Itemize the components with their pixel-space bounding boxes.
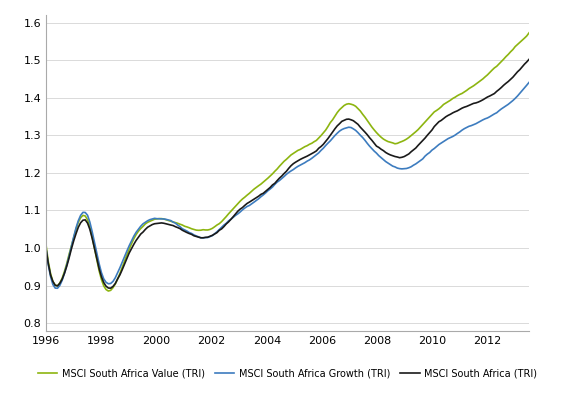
MSCI South Africa Value (TRI)	[477, 78, 484, 83]
MSCI South Africa Growth (TRI)	[477, 118, 484, 123]
MSCI South Africa (TRI)	[47, 273, 54, 278]
MSCI South Africa Growth (TRI)	[449, 134, 456, 139]
Legend: MSCI South Africa Value (TRI), MSCI South Africa Growth (TRI), MSCI South Africa: MSCI South Africa Value (TRI), MSCI Sout…	[34, 365, 541, 383]
MSCI South Africa Growth (TRI)	[43, 245, 49, 250]
MSCI South Africa Value (TRI)	[105, 289, 112, 294]
MSCI South Africa (TRI)	[526, 57, 532, 62]
MSCI South Africa Value (TRI)	[449, 96, 456, 101]
MSCI South Africa (TRI)	[274, 178, 281, 183]
MSCI South Africa Value (TRI)	[285, 155, 292, 160]
MSCI South Africa (TRI)	[449, 110, 456, 116]
MSCI South Africa Growth (TRI)	[526, 80, 532, 85]
MSCI South Africa Value (TRI)	[147, 219, 154, 224]
MSCI South Africa Growth (TRI)	[147, 217, 154, 222]
MSCI South Africa Value (TRI)	[47, 271, 54, 276]
MSCI South Africa Growth (TRI)	[285, 170, 292, 175]
MSCI South Africa Growth (TRI)	[47, 274, 54, 279]
MSCI South Africa Value (TRI)	[274, 166, 281, 171]
MSCI South Africa Growth (TRI)	[274, 180, 281, 185]
MSCI South Africa Value (TRI)	[526, 30, 532, 35]
Line: MSCI South Africa (TRI): MSCI South Africa (TRI)	[46, 59, 529, 288]
MSCI South Africa Value (TRI)	[43, 241, 49, 247]
Line: MSCI South Africa Growth (TRI): MSCI South Africa Growth (TRI)	[46, 82, 529, 288]
Line: MSCI South Africa Value (TRI): MSCI South Africa Value (TRI)	[46, 33, 529, 291]
MSCI South Africa (TRI)	[147, 223, 154, 228]
MSCI South Africa (TRI)	[477, 99, 484, 104]
MSCI South Africa (TRI)	[107, 286, 114, 291]
MSCI South Africa (TRI)	[43, 245, 49, 250]
MSCI South Africa (TRI)	[285, 166, 292, 171]
MSCI South Africa Growth (TRI)	[54, 286, 61, 291]
